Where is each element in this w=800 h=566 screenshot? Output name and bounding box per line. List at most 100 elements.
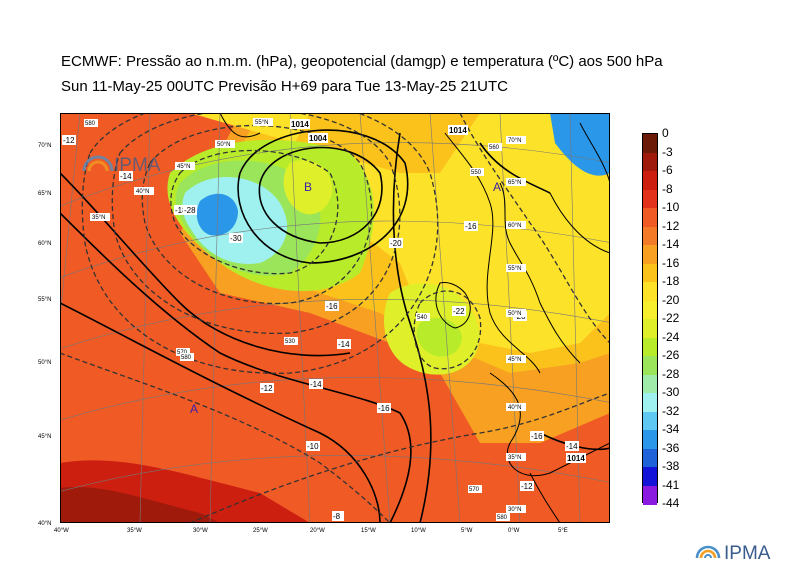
svg-text:30°N: 30°N — [508, 507, 521, 513]
temp-area-warmest — [60, 487, 220, 523]
svg-text:570: 570 — [469, 487, 480, 493]
temp-label: -10 — [306, 441, 320, 451]
colorbar-swatch — [643, 226, 657, 246]
temp-label: -22 — [452, 306, 466, 316]
svg-text:50°N: 50°N — [217, 142, 230, 148]
lon-label: 20°W — [310, 528, 325, 534]
colorbar-label: -44 — [662, 496, 680, 510]
isobar-label: 1004 — [308, 133, 328, 143]
lat-label: 45°N — [38, 434, 51, 440]
lon-label: 30°W — [193, 528, 208, 534]
temp-label: -28 — [183, 205, 197, 215]
svg-text:-14: -14 — [566, 442, 578, 451]
temp-area-low-core — [283, 159, 333, 215]
svg-text:1004: 1004 — [309, 134, 327, 143]
colorbar-label: -24 — [662, 329, 680, 344]
svg-text:-12: -12 — [261, 384, 273, 393]
svg-text:-20: -20 — [390, 239, 402, 248]
lon-label: 40°W — [54, 528, 69, 534]
lat-grid-label: 35°N — [506, 453, 526, 461]
lat-label: 70°N — [38, 143, 51, 149]
ipma-watermark-logo: IPMA — [82, 155, 161, 176]
isobar-label: 1014 — [448, 125, 468, 135]
colorbar-label: -41 — [662, 477, 680, 492]
colorbar-label: -22 — [662, 311, 680, 325]
colorbar-swatch — [643, 393, 657, 412]
lon-label: 5°W — [461, 528, 473, 534]
svg-text:-16: -16 — [465, 222, 477, 231]
colorbar-label: -18 — [662, 274, 680, 288]
colorbar-swatch — [643, 208, 657, 227]
svg-text:35°N: 35°N — [508, 455, 521, 461]
svg-text:IPMA: IPMA — [724, 543, 771, 562]
temp-label: -16 — [377, 403, 391, 413]
geopotential-label: 560 — [488, 143, 502, 151]
pressure-labels: 1014 1004 1014 1014 — [290, 119, 586, 463]
svg-text:-14: -14 — [338, 340, 350, 349]
colorbar-swatch — [643, 300, 657, 320]
svg-text:1014: 1014 — [291, 120, 309, 129]
lon-label: 35°W — [127, 528, 142, 534]
colorbar-swatch — [643, 282, 657, 301]
svg-text:40°N: 40°N — [508, 405, 521, 411]
svg-text:580: 580 — [85, 121, 96, 127]
svg-text:580: 580 — [497, 515, 508, 521]
isobar-label: 1014 — [566, 453, 586, 463]
lat-grid-label: 35°N — [90, 213, 110, 221]
colorbar-swatch — [643, 152, 657, 172]
colorbar-swatch — [643, 134, 657, 153]
colorbar-swatch — [643, 189, 657, 209]
svg-text:55°N: 55°N — [508, 266, 521, 272]
colorbar-swatch — [643, 485, 657, 505]
colorbar-swatch — [643, 430, 657, 449]
geopotential-label: 580 — [180, 353, 194, 361]
temp-label: -16 — [530, 431, 544, 441]
svg-text:560: 560 — [489, 145, 500, 151]
svg-text:-16: -16 — [326, 302, 338, 311]
lat-label: 40°N — [38, 521, 51, 527]
temp-label: -30 — [229, 233, 243, 243]
lon-label: 5°E — [558, 528, 568, 534]
lat-grid-label: 55°N — [506, 264, 526, 272]
svg-text:-12: -12 — [521, 482, 533, 491]
svg-text:70°N: 70°N — [508, 138, 521, 144]
colorbar-swatch — [643, 171, 657, 190]
colorbar-label: 0 — [662, 126, 669, 140]
temp-area-24 — [416, 318, 462, 357]
temp-label: -12 — [260, 383, 274, 393]
geopotential-label: 580 — [496, 513, 510, 521]
svg-text:-16: -16 — [378, 404, 390, 413]
colorbar-swatch — [643, 245, 657, 264]
svg-text:55°N: 55°N — [255, 120, 268, 126]
chart-title: ECMWF: Pressão ao n.m.m. (hPa), geopoten… — [61, 53, 663, 70]
colorbar-label: -16 — [662, 255, 680, 270]
lat-grid-label: 45°N — [506, 355, 526, 363]
low-pressure-symbol: B — [304, 180, 312, 194]
colorbar-label: -3 — [662, 144, 673, 159]
colorbar-label: -30 — [662, 385, 680, 399]
svg-text:-18: -18 — [175, 206, 187, 215]
colorbar-label: -8 — [662, 181, 673, 196]
geopotential-label: 540 — [416, 313, 430, 321]
temp-label: -12 — [520, 481, 534, 491]
colorbar-label: -32 — [662, 403, 680, 418]
lat-grid-label: 70°N — [506, 136, 526, 144]
lat-label: 55°N — [38, 297, 51, 303]
geopotential-label: 580 — [84, 119, 98, 127]
temp-label: -8 — [332, 511, 344, 521]
lat-grid-label: 50°N — [215, 140, 235, 148]
temp-area-nw — [60, 113, 100, 193]
geopotential-contours — [60, 113, 610, 523]
lat-label: 65°N — [38, 191, 51, 197]
colorbar-swatch — [643, 337, 657, 357]
svg-text:-30: -30 — [230, 234, 242, 243]
lon-axis-labels: 40°W 35°W 30°W 25°W 20°W 15°W 10°W 5°W 0… — [54, 528, 568, 534]
lon-label: 0°W — [508, 528, 520, 534]
svg-text:-28: -28 — [184, 206, 196, 215]
lat-grid-label: 60°N — [506, 221, 526, 229]
lat-grid-label: 30°N — [506, 505, 526, 513]
lon-label: 15°W — [361, 528, 376, 534]
svg-text:1014: 1014 — [449, 126, 467, 135]
colorbar-label: -38 — [662, 459, 680, 473]
